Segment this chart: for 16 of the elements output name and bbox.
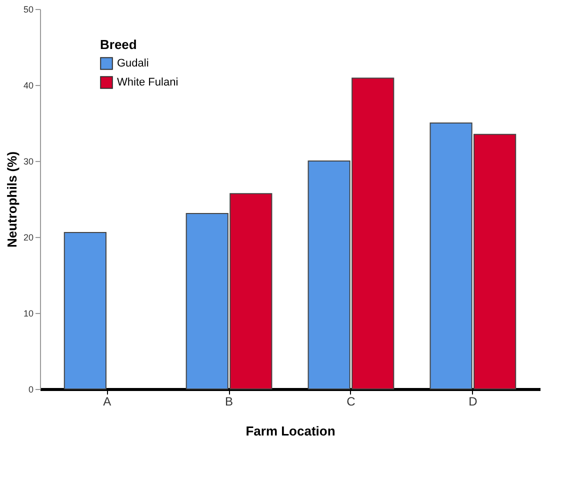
legend-title: Breed	[100, 37, 137, 52]
x-tick-label: A	[103, 394, 112, 408]
x-tick-label: B	[225, 394, 234, 408]
legend-label: White Fulani	[117, 76, 178, 88]
y-axis-title: Neutrophils (%)	[4, 151, 20, 248]
bar	[64, 232, 106, 390]
y-tick-label: 50	[23, 4, 34, 14]
y-tick-label: 20	[23, 232, 34, 242]
legend-label: Gudali	[117, 58, 149, 70]
x-tick-label: C	[346, 394, 356, 408]
x-axis-title: Farm Location	[246, 424, 336, 438]
x-tick-label: D	[468, 394, 478, 408]
y-tick-label: 30	[23, 156, 34, 166]
y-tick-label: 0	[28, 384, 34, 394]
y-tick-label: 40	[23, 80, 34, 90]
y-tick-label: 10	[23, 308, 34, 318]
